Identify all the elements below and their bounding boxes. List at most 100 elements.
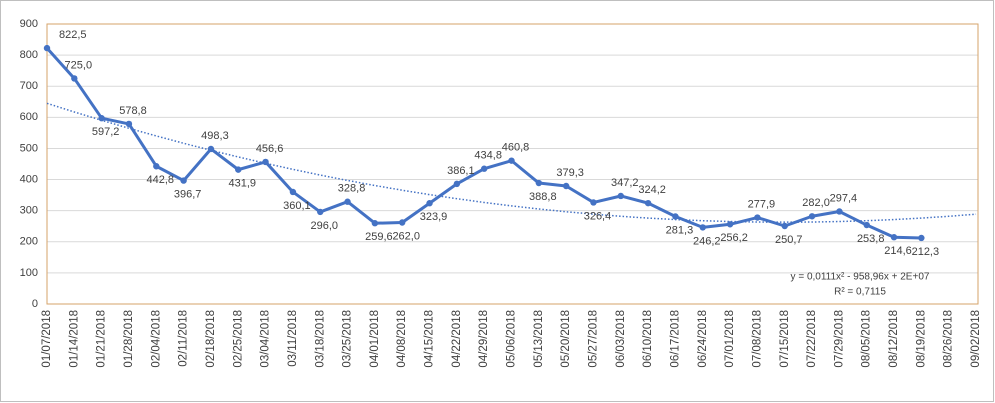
data-label: 256,2 (720, 232, 748, 244)
data-point (235, 166, 242, 173)
data-label: 326,4 (584, 210, 612, 222)
x-tick-label: 09/02/2018 (970, 310, 982, 368)
marks (43, 44, 977, 242)
data-label: 246,2 (693, 235, 721, 247)
data-label: 442,8 (147, 174, 175, 186)
x-tick-label: 01/21/2018 (96, 310, 108, 368)
x-tick-label: 08/26/2018 (943, 310, 955, 368)
data-label: 328,8 (338, 183, 366, 195)
data-point (726, 221, 734, 228)
data-point (399, 219, 406, 226)
x-tick-label: 07/15/2018 (779, 310, 791, 368)
x-tick-label: 08/19/2018 (915, 310, 927, 368)
data-point (453, 180, 461, 188)
x-tick-label: 03/18/2018 (314, 310, 326, 368)
data-label: 456,6 (256, 143, 284, 155)
x-tick-label: 06/10/2018 (642, 310, 654, 368)
data-point (289, 188, 297, 196)
data-point (317, 208, 324, 216)
data-label: 822,5 (59, 29, 87, 41)
data-label: 259,6 (365, 231, 393, 243)
y-tick-label: 500 (20, 142, 38, 154)
data-label: 396,7 (174, 188, 202, 200)
trendline (46, 102, 977, 223)
data-label: 498,3 (201, 130, 229, 142)
plot-border (46, 23, 979, 305)
x-tick-label: 04/01/2018 (369, 310, 381, 368)
x-tick-label: 04/15/2018 (424, 310, 436, 368)
y-tick-label: 200 (20, 236, 38, 248)
data-label: 360,1 (283, 200, 311, 212)
x-tick-label: 03/04/2018 (260, 310, 272, 368)
y-tick-label: 0 (32, 298, 38, 310)
data-label: 214,6 (884, 245, 912, 257)
data-point (808, 213, 816, 220)
data-point (672, 213, 679, 220)
x-tick-label: 05/27/2018 (588, 310, 600, 368)
data-label: 347,2 (611, 177, 639, 189)
y-tick-label: 100 (20, 267, 38, 279)
x-tick-label: 08/05/2018 (861, 310, 873, 368)
data-point (426, 200, 433, 207)
data-point (644, 199, 652, 207)
x-tick-label: 08/12/2018 (888, 310, 900, 368)
data-point (98, 115, 105, 122)
x-tick-label: 06/24/2018 (697, 310, 709, 368)
data-label: 282,0 (802, 197, 830, 209)
data-label: 386,1 (447, 165, 475, 177)
x-tick-label: 01/07/2018 (41, 310, 53, 368)
x-tick-label: 07/08/2018 (751, 310, 763, 368)
data-point (125, 120, 133, 128)
x-tick-label: 04/08/2018 (396, 310, 408, 368)
data-point (480, 165, 488, 172)
x-tick-label: 07/01/2018 (724, 310, 736, 368)
data-label: 597,2 (92, 126, 120, 138)
data-point (754, 214, 761, 221)
data-point (153, 163, 160, 170)
x-tick-label: 03/25/2018 (342, 310, 354, 368)
data-label: 388,8 (529, 191, 557, 203)
data-label: 277,9 (748, 198, 776, 210)
trend-equation: y = 0,0111x² - 958,96x + 2E+07 (791, 272, 930, 283)
data-point (535, 179, 543, 187)
data-label: 281,3 (666, 224, 694, 236)
data-point (562, 182, 570, 190)
trend-r-squared: R² = 0,7115 (834, 287, 886, 298)
x-tick-label: 04/22/2018 (451, 310, 463, 368)
y-tick-label: 600 (20, 111, 38, 123)
data-label: 379,3 (556, 167, 584, 179)
data-point (262, 158, 269, 166)
data-point (371, 220, 379, 227)
data-point (508, 157, 515, 164)
y-tick-label: 300 (20, 205, 38, 217)
data-label: 323,9 (420, 211, 448, 223)
data-point (180, 177, 187, 184)
y-tick-label: 700 (20, 80, 38, 92)
data-point (617, 192, 624, 200)
data-point (207, 145, 215, 153)
data-point (71, 75, 78, 82)
data-label: 253,8 (857, 233, 885, 245)
data-point (590, 199, 597, 206)
x-tick-label: 06/03/2018 (615, 310, 627, 368)
data-label: 296,0 (310, 220, 338, 232)
x-tick-label: 05/06/2018 (506, 310, 518, 368)
x-tick-label: 03/11/2018 (287, 310, 299, 367)
x-tick-label: 06/17/2018 (669, 310, 681, 368)
data-point (890, 234, 898, 241)
data-label: 578,8 (119, 105, 147, 117)
x-tick-label: 02/04/2018 (150, 310, 162, 368)
x-tick-label: 02/18/2018 (205, 310, 217, 368)
x-tick-label: 01/28/2018 (123, 310, 135, 368)
x-tick-label: 02/25/2018 (232, 310, 244, 368)
data-label: 431,9 (228, 178, 256, 190)
x-tick-label: 01/14/2018 (68, 310, 80, 368)
data-label: 250,7 (775, 234, 803, 246)
data-label: 434,8 (474, 150, 502, 162)
data-label: 725,0 (65, 59, 93, 71)
data-label: 297,4 (830, 192, 858, 204)
x-tick-label: 02/11/2018 (178, 310, 190, 367)
y-tick-label: 900 (20, 18, 38, 30)
